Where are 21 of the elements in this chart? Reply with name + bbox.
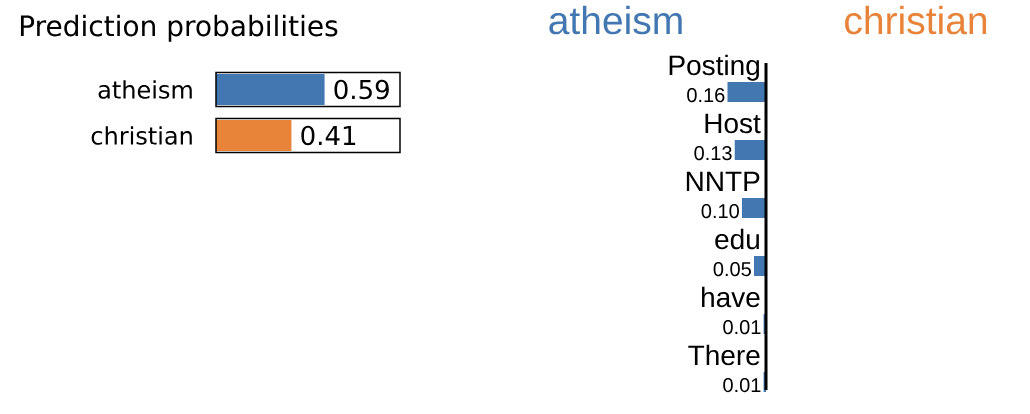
- data-label: 0.41: [301, 125, 356, 146]
- data-label: 0.05: [713, 262, 751, 277]
- y-tick-label: Posting: [669, 54, 759, 81]
- y-tick-label: There: [688, 344, 760, 366]
- y-tick-label: edu: [715, 228, 759, 250]
- data-label: 0.01: [723, 378, 761, 393]
- data-label: 0.16: [687, 88, 725, 103]
- bar: [734, 139, 766, 160]
- data-label: 0.13: [694, 146, 732, 161]
- data-label: 0.10: [701, 204, 739, 219]
- data-label: 0.01: [723, 320, 761, 335]
- series-label: atheism: [549, 5, 682, 35]
- bar: [741, 197, 766, 218]
- y-tick-label: Host: [705, 113, 761, 134]
- legend-label: christian: [845, 5, 987, 35]
- bar: [727, 82, 766, 102]
- y-tick-label: have: [702, 286, 760, 308]
- y-tick-label: NNTP: [686, 171, 760, 191]
- bar: [753, 255, 766, 276]
- chart-title: Prediction probabilities: [20, 14, 338, 42]
- data-label: 0.59: [334, 79, 389, 100]
